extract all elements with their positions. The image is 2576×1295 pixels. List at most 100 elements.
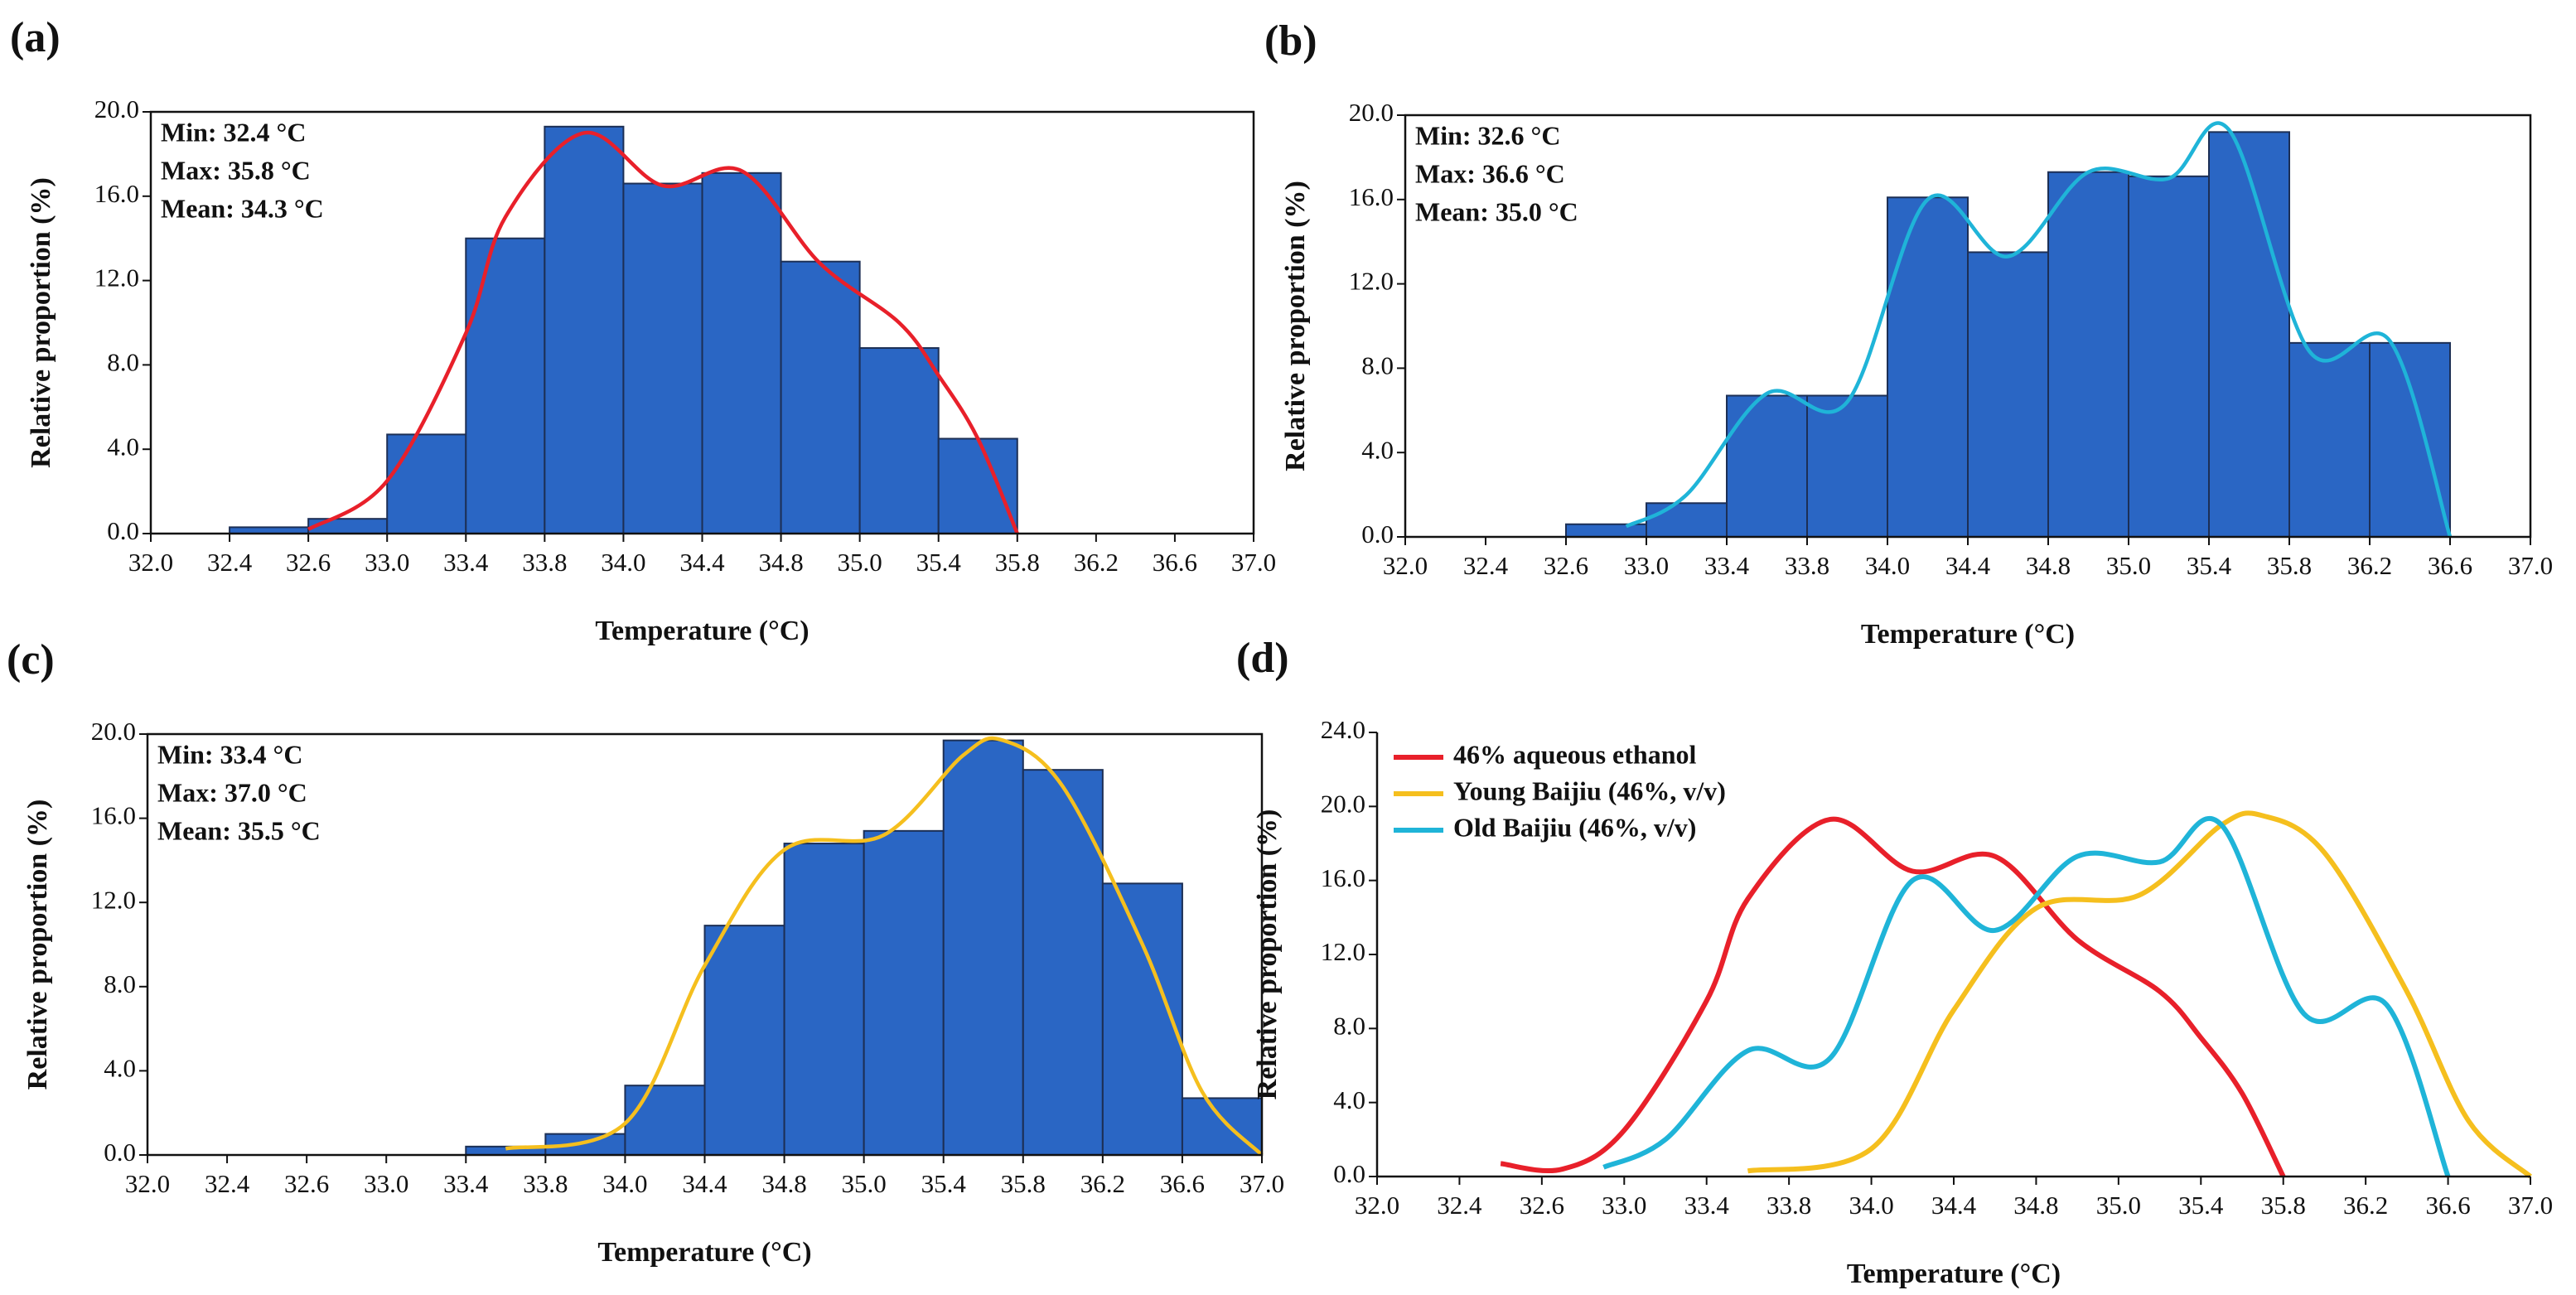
y-tick-label: 20.0 [94, 94, 139, 123]
bar [465, 237, 546, 534]
line [1747, 810, 2533, 1179]
bar [1565, 523, 1647, 538]
y-tick-label: 8.0 [107, 348, 139, 377]
y-tick-label: 0.0 [104, 1138, 136, 1167]
x-tick-label: 33.8 [1785, 551, 1829, 580]
panel-label: (c) [7, 636, 55, 684]
y-tick-label: 24.0 [1321, 715, 1365, 744]
x-tick-label: 36.2 [1080, 1169, 1125, 1198]
x-tick-label: 33.0 [1602, 1191, 1646, 1220]
x-tick-label: 37.0 [1231, 548, 1276, 577]
bar [1101, 882, 1183, 1156]
y-axis-label: Relative proportion (%) [26, 177, 56, 468]
bar [1022, 769, 1104, 1156]
annotation: Min: 33.4 °C [157, 739, 302, 769]
x-tick-label: 32.0 [128, 548, 173, 577]
x-tick-label: 34.4 [1931, 1191, 1977, 1220]
x-tick-label: 37.0 [2508, 1191, 2553, 1220]
y-tick-label: 20.0 [1321, 789, 1365, 818]
x-tick-label: 32.4 [1463, 551, 1509, 580]
x-tick-label: 34.8 [2013, 1191, 2058, 1220]
annotation: Max: 35.8 °C [161, 155, 311, 185]
x-axis-label: Temperature (°C) [595, 616, 809, 646]
x-tick-label: 35.0 [838, 548, 882, 577]
bar [1806, 394, 1888, 538]
panel-label: (d) [1236, 635, 1289, 682]
y-tick-label: 4.0 [107, 432, 139, 461]
y-axis-label: Relative proportion (%) [22, 800, 53, 1090]
x-tick-label: 36.6 [2425, 1191, 2470, 1220]
bar [307, 518, 389, 534]
x-tick-label: 36.2 [2343, 1191, 2388, 1220]
x-tick-label: 35.4 [2178, 1191, 2224, 1220]
x-tick-label: 32.6 [286, 548, 331, 577]
x-tick-label: 34.4 [1945, 551, 1991, 580]
x-tick-label: 35.0 [842, 1169, 887, 1198]
x-tick-label: 32.6 [284, 1169, 329, 1198]
x-tick-label: 32.0 [1355, 1191, 1399, 1220]
plot-frame [146, 732, 1264, 1157]
line [1500, 816, 2286, 1178]
annotation: Min: 32.6 °C [1415, 120, 1560, 150]
y-tick-label: 20.0 [1349, 98, 1394, 127]
annotation: Mean: 35.5 °C [157, 815, 321, 845]
x-tick-label: 34.4 [679, 548, 725, 577]
x-tick-label: 35.8 [2267, 551, 2312, 580]
x-tick-label: 32.4 [205, 1169, 250, 1198]
bar [386, 433, 467, 535]
y-tick-label: 16.0 [91, 801, 136, 830]
x-tick-label: 33.4 [443, 1169, 489, 1198]
y-tick-label: 12.0 [1321, 937, 1365, 966]
y-axis-label: Relative proportion (%) [1280, 181, 1311, 471]
legend-label: 46% aqueous ethanol [1453, 739, 1697, 769]
bar [942, 739, 1024, 1156]
x-tick-label: 35.0 [2106, 551, 2151, 580]
x-tick-label: 33.4 [443, 548, 489, 577]
x-tick-label: 37.0 [2508, 551, 2553, 580]
x-tick-label: 32.0 [1383, 551, 1428, 580]
x-tick-label: 33.8 [1766, 1191, 1811, 1220]
annotation: Max: 37.0 °C [157, 777, 307, 807]
plot-frame [1404, 114, 2532, 539]
y-tick-label: 16.0 [94, 179, 139, 208]
y-tick-label: 12.0 [1349, 267, 1394, 296]
bar [783, 843, 865, 1157]
bar [624, 1085, 706, 1157]
y-tick-label: 0.0 [1333, 1159, 1365, 1188]
y-tick-label: 20.0 [91, 717, 136, 746]
x-tick-label: 32.0 [125, 1169, 170, 1198]
x-tick-label: 32.4 [207, 548, 253, 577]
bar [622, 182, 703, 534]
bar [2047, 171, 2129, 538]
bar [1646, 502, 1728, 539]
bar [1887, 196, 1969, 538]
x-tick-label: 34.8 [2026, 551, 2071, 580]
annotation: Mean: 34.3 °C [161, 193, 324, 223]
x-tick-label: 35.0 [2096, 1191, 2141, 1220]
density-curve [307, 130, 1019, 534]
legend-label: Young Baijiu (46%, v/v) [1453, 776, 1726, 805]
x-tick-label: 33.4 [1684, 1191, 1730, 1220]
x-tick-label: 35.4 [2187, 551, 2232, 580]
x-axis-label: Temperature (°C) [1861, 619, 2075, 650]
bar [701, 172, 782, 534]
bar [937, 437, 1018, 534]
line [1602, 815, 2451, 1178]
x-tick-label: 34.0 [602, 1169, 647, 1198]
bar [863, 829, 945, 1157]
x-tick-label: 33.0 [365, 548, 409, 577]
plot-frame [149, 110, 1255, 535]
x-tick-label: 35.8 [1001, 1169, 1046, 1198]
x-tick-label: 32.6 [1544, 551, 1588, 580]
x-axis-label: Temperature (°C) [1847, 1259, 2061, 1289]
x-tick-label: 33.0 [1624, 551, 1669, 580]
y-tick-label: 12.0 [91, 885, 136, 914]
x-tick-label: 34.0 [1849, 1191, 1893, 1220]
x-tick-label: 34.4 [682, 1169, 727, 1198]
x-tick-label: 36.6 [2428, 551, 2472, 580]
x-tick-label: 33.0 [364, 1169, 408, 1198]
x-tick-label: 35.4 [916, 548, 962, 577]
x-axis-label: Temperature (°C) [597, 1237, 811, 1268]
bar [703, 925, 785, 1156]
y-tick-label: 16.0 [1321, 863, 1365, 892]
